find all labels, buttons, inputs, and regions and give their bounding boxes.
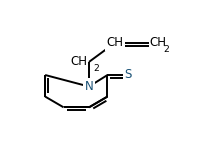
Text: 2: 2	[163, 45, 169, 54]
Text: 2: 2	[94, 64, 99, 73]
Text: S: S	[125, 68, 132, 82]
Text: CH: CH	[70, 55, 88, 68]
Text: N: N	[85, 80, 93, 93]
Text: CH: CH	[150, 36, 167, 49]
Text: CH: CH	[107, 36, 124, 49]
